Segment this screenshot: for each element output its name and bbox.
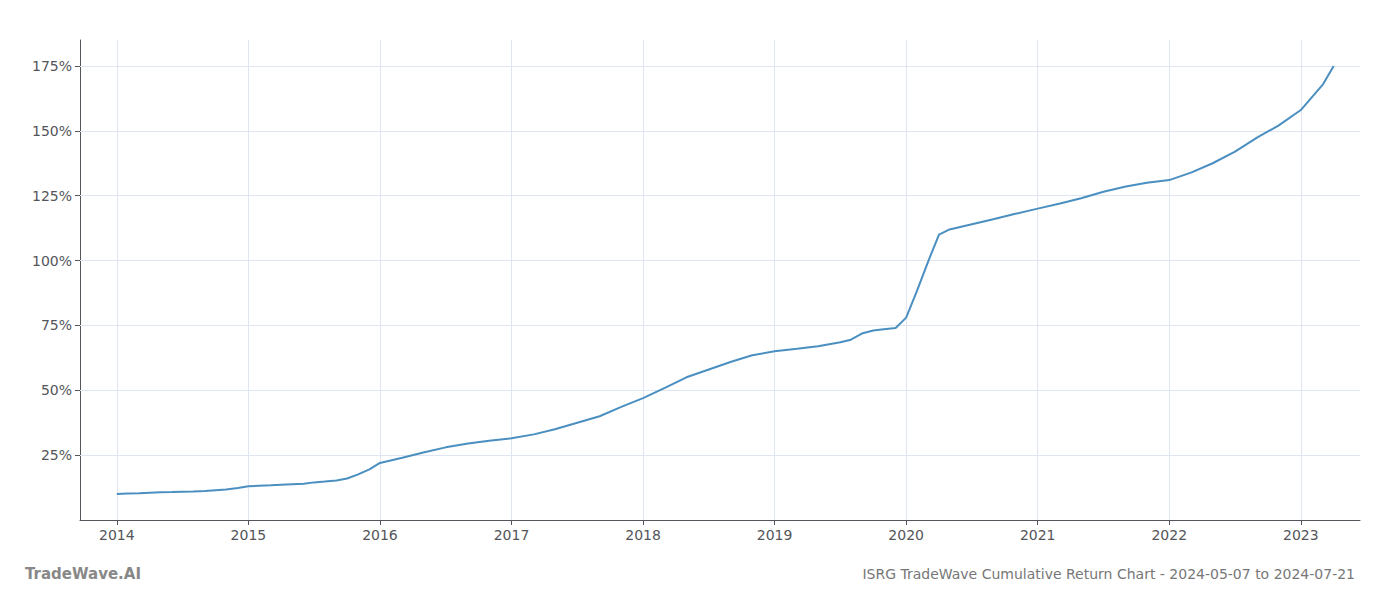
svg-text:50%: 50% [41, 382, 72, 398]
svg-text:2021: 2021 [1020, 527, 1056, 543]
svg-text:175%: 175% [32, 58, 72, 74]
svg-text:25%: 25% [41, 447, 72, 463]
svg-text:TradeWave.AI: TradeWave.AI [25, 565, 141, 583]
svg-text:150%: 150% [32, 123, 72, 139]
svg-text:2022: 2022 [1151, 527, 1187, 543]
svg-text:2018: 2018 [625, 527, 661, 543]
svg-text:125%: 125% [32, 188, 72, 204]
svg-text:2015: 2015 [231, 527, 267, 543]
svg-text:2014: 2014 [99, 527, 135, 543]
svg-text:2017: 2017 [494, 527, 530, 543]
svg-text:100%: 100% [32, 253, 72, 269]
svg-text:2020: 2020 [888, 527, 924, 543]
svg-text:ISRG TradeWave Cumulative Retu: ISRG TradeWave Cumulative Return Chart -… [862, 566, 1355, 582]
svg-text:2019: 2019 [757, 527, 793, 543]
svg-text:75%: 75% [41, 317, 72, 333]
svg-text:2016: 2016 [362, 527, 398, 543]
svg-text:2023: 2023 [1283, 527, 1319, 543]
